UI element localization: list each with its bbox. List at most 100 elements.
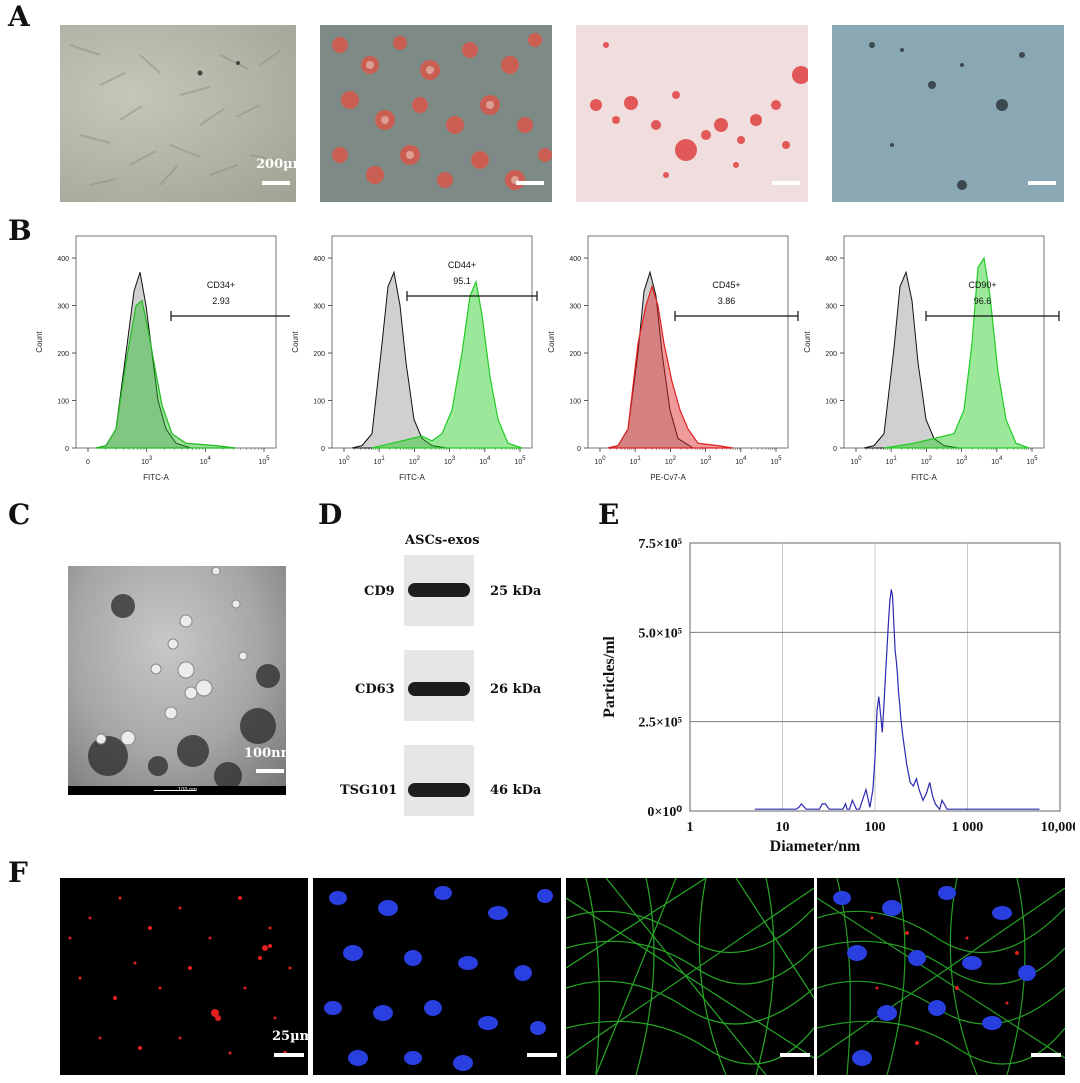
flow-plot-frame xyxy=(587,235,789,449)
flow-x-tick-label: 0 xyxy=(86,459,90,466)
fluorescence-merged-photo xyxy=(817,878,1065,1075)
flow-histogram-cd45: 0 100 200 300 400 Count 100 101 102 103 104 105 PE-C… xyxy=(547,235,799,480)
flow-x-tick-label: 105 xyxy=(1026,456,1038,466)
flow-y-axis-label: Count xyxy=(291,331,300,353)
flow-gate-value: 96.6 xyxy=(974,296,992,306)
flow-y-tick-label: 100 xyxy=(825,399,837,406)
flow-x-tick-label: 101 xyxy=(630,456,642,466)
flow-y-axis-label: Count xyxy=(803,331,812,353)
chart-y-tick-label: 7.5×10⁵ xyxy=(638,537,682,552)
flow-sample-histogram xyxy=(607,284,734,449)
flow-x-tick-label: 105 xyxy=(770,456,782,466)
flow-x-axis-label: FITC-A xyxy=(911,473,937,480)
blot-header: ASCs-exos xyxy=(405,533,480,548)
chondrogenic-stain-photo xyxy=(832,25,1064,202)
flow-x-tick-label: 102 xyxy=(665,456,677,466)
nta-size-distribution-chart: 1 10 100 1 000 10,000 0×10⁰ 2.5×10⁵ 5.0×10⁵ 7.5×… xyxy=(601,537,1075,855)
flow-y-tick-label: 200 xyxy=(313,351,325,358)
flow-x-tick-label: 100 xyxy=(594,456,606,466)
flow-y-tick-label: 0 xyxy=(577,446,581,453)
flow-gate-label: CD45+ xyxy=(712,280,740,290)
flow-x-tick-label: 101 xyxy=(886,456,898,466)
flow-y-tick-label: 300 xyxy=(569,304,581,311)
chart-y-tick-label: 5.0×10⁵ xyxy=(638,626,682,641)
flow-gate: CD90+ 96.6 xyxy=(925,280,1060,321)
flow-y-axis-label: Count xyxy=(35,331,44,353)
flow-x-tick-label: 105 xyxy=(514,456,526,466)
flow-y-tick-label: 300 xyxy=(313,304,325,311)
flow-y-tick-label: 100 xyxy=(57,399,69,406)
osteogenic-stain-photo xyxy=(576,25,808,202)
flow-gate-value: 2.93 xyxy=(212,296,230,306)
flow-x-tick-label: 100 xyxy=(338,456,350,466)
flow-gate-label: CD90+ xyxy=(968,280,996,290)
panel-f-label: F xyxy=(8,856,28,889)
flow-plot-frame xyxy=(331,235,533,449)
blot-protein-cd63: CD63 xyxy=(355,682,395,697)
chart-x-tick-label: 10,000 xyxy=(1041,820,1075,835)
adipogenic-stain-photo xyxy=(320,25,552,202)
flow-x-tick-label: 101 xyxy=(374,456,386,466)
fluorescence-exosome-red-photo: 25µm xyxy=(60,878,308,1075)
chart-x-axis-label: Diameter/nm xyxy=(770,838,861,855)
flow-plot-frame xyxy=(843,235,1045,449)
flow-histogram-cd90: 0 100 200 300 400 Count 100 101 102 103 104 105 FITC… xyxy=(803,235,1060,480)
flow-y-tick-label: 300 xyxy=(57,304,69,311)
scalebar-label: 200µm xyxy=(256,157,296,172)
flow-x-tick-label: 104 xyxy=(200,456,212,466)
flow-y-tick-label: 100 xyxy=(569,399,581,406)
chart-y-axis-label: Particles/ml xyxy=(601,636,618,718)
flow-x-tick-label: 103 xyxy=(444,456,456,466)
flow-y-tick-label: 0 xyxy=(65,446,69,453)
flow-gate: CD45+ 3.86 xyxy=(674,280,799,321)
flow-gate-label: CD44+ xyxy=(448,260,476,270)
flow-y-tick-label: 100 xyxy=(313,399,325,406)
flow-y-tick-label: 400 xyxy=(825,256,837,263)
chart-x-tick-label: 10 xyxy=(776,820,790,835)
flow-y-tick-label: 400 xyxy=(313,256,325,263)
chart-y-tick-label: 0×10⁰ xyxy=(647,805,682,820)
flow-y-tick-label: 0 xyxy=(321,446,325,453)
flow-histogram-cd34: 0 100 200 300 400 Count 0 103 104 105 FITC-A CD34+ 2… xyxy=(35,235,290,480)
fluorescence-nuclei-blue-photo xyxy=(313,878,561,1075)
flow-control-histogram xyxy=(351,270,448,449)
flow-gate-value: 95.1 xyxy=(453,276,471,286)
panel-d-label: D xyxy=(318,498,343,531)
flow-y-tick-label: 300 xyxy=(825,304,837,311)
blot-lane-cd63 xyxy=(404,650,474,721)
flow-y-tick-label: 200 xyxy=(569,351,581,358)
tem-ruler: 100 nm xyxy=(68,786,286,795)
chart-y-tick-label: 2.5×10⁵ xyxy=(638,716,682,731)
chart-x-tick-label: 1 000 xyxy=(952,820,984,835)
blot-size-cd63: 26 kDa xyxy=(490,682,542,697)
flow-x-tick-label: 104 xyxy=(735,456,747,466)
flow-x-tick-label: 102 xyxy=(921,456,933,466)
panel-c-label: C xyxy=(8,498,31,531)
blot-protein-cd9: CD9 xyxy=(364,584,395,599)
flow-sample-histogram xyxy=(95,299,237,449)
flow-y-tick-label: 200 xyxy=(57,351,69,358)
chart-x-tick-label: 1 xyxy=(687,820,694,835)
flow-y-tick-label: 400 xyxy=(569,256,581,263)
flow-x-tick-label: 103 xyxy=(141,456,153,466)
flow-sample-histogram xyxy=(371,279,523,449)
flow-x-tick-label: 100 xyxy=(850,456,862,466)
flow-histogram-cd44: 0 100 200 300 400 Count 100 101 102 103 104 105 FITC… xyxy=(291,235,538,480)
scalebar-label: 25µm xyxy=(272,1029,308,1044)
panel-b-label: B xyxy=(8,214,32,247)
phase-contrast-photo: 200µm xyxy=(60,25,296,202)
flow-gate-value: 3.86 xyxy=(718,296,736,306)
blot-protein-tsg101: TSG101 xyxy=(340,783,398,798)
blot-size-cd9: 25 kDa xyxy=(490,584,542,599)
flow-y-tick-label: 200 xyxy=(825,351,837,358)
flow-x-tick-label: 104 xyxy=(991,456,1003,466)
flow-y-axis-label: Count xyxy=(547,331,556,353)
flow-x-axis-label: FITC-A xyxy=(143,473,169,480)
panel-e-label: E xyxy=(598,498,620,531)
flow-x-tick-label: 103 xyxy=(700,456,712,466)
flow-plot-frame xyxy=(75,235,277,449)
flow-y-tick-label: 0 xyxy=(833,446,837,453)
flow-gate: CD34+ 2.93 xyxy=(170,280,290,321)
